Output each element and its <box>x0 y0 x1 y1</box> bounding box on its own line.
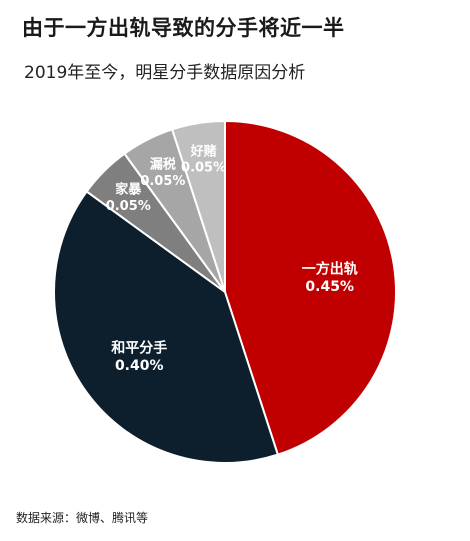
slice-name-label: 好赌 <box>190 143 217 159</box>
slice-value-label: 0.05% <box>106 199 151 214</box>
data-source-note: 数据来源：微博、腾讯等 <box>16 511 149 525</box>
slice-value-label: 0.45% <box>305 279 354 295</box>
slice-value-label: 0.05% <box>140 174 185 189</box>
slice-value-label: 0.40% <box>115 358 164 374</box>
slice-value-label: 0.05% <box>181 161 226 176</box>
pie-slices <box>53 119 398 464</box>
chart-title: 由于一方出轨导致的分手将近一半 <box>22 16 345 40</box>
chart-subtitle: 2019年至今，明星分手数据原因分析 <box>24 63 306 83</box>
slice-name-label: 一方出轨 <box>302 261 358 278</box>
slice-name-label: 漏税 <box>150 156 176 172</box>
pie-slice <box>170 119 226 293</box>
pie-slice <box>53 190 280 464</box>
pie-slice <box>224 119 398 456</box>
slice-name-label: 家暴 <box>115 182 142 198</box>
slice-name-label: 和平分手 <box>111 340 167 357</box>
